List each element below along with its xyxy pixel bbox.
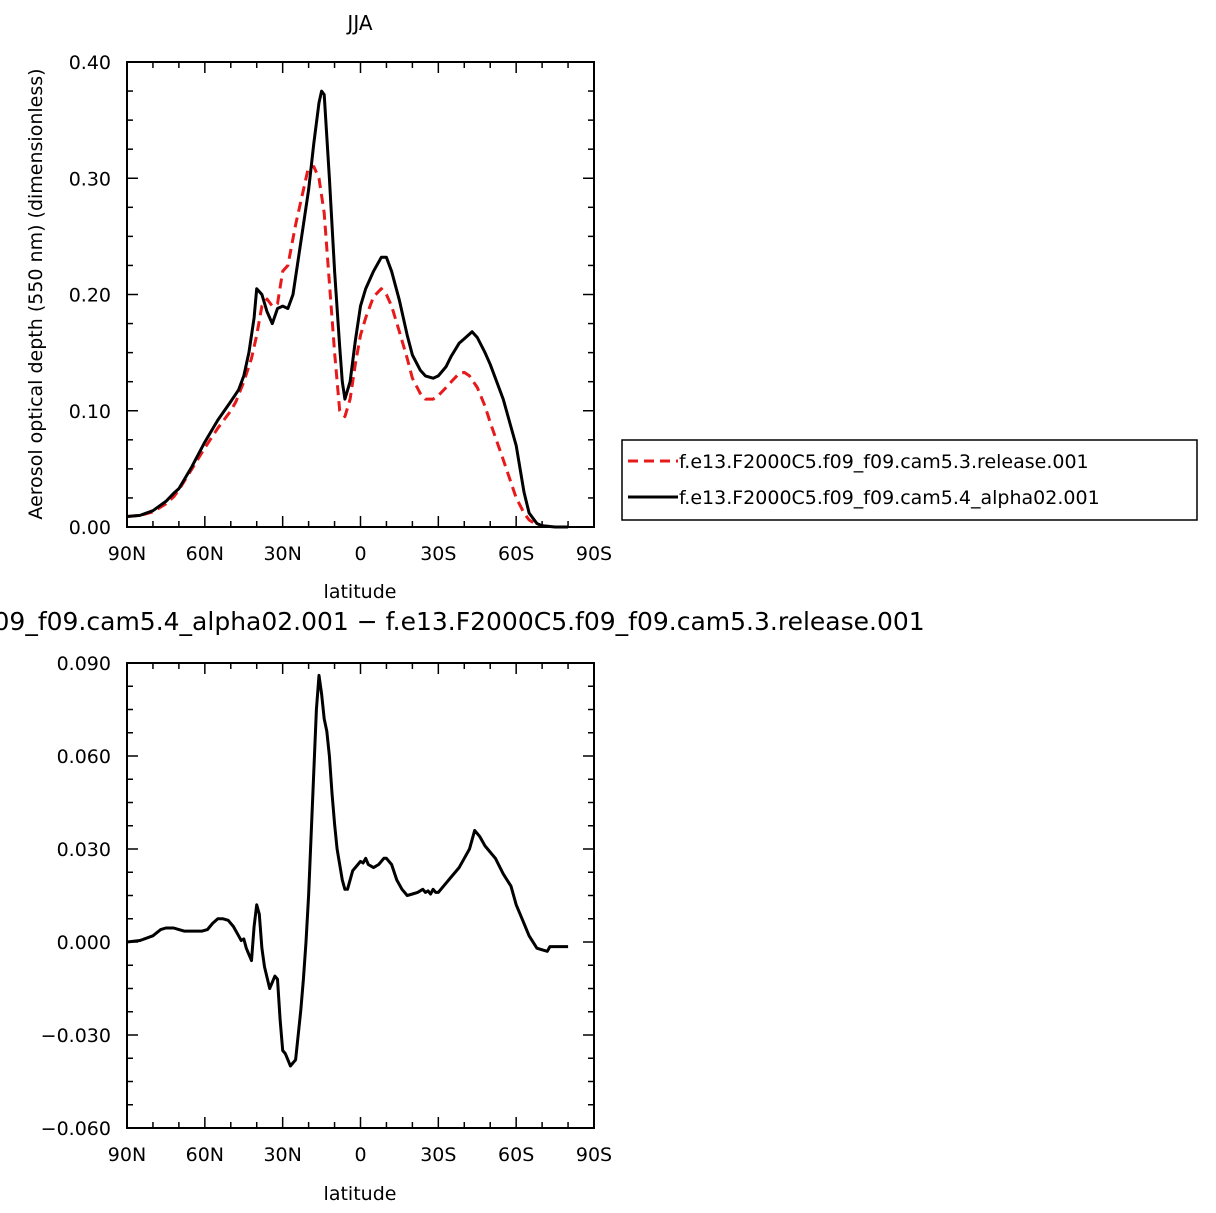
legend-box <box>621 439 1198 521</box>
bottom-plot-area <box>126 673 569 1068</box>
y-tick-label: −0.030 <box>41 1025 111 1047</box>
y-tick-label: 0.030 <box>57 839 111 861</box>
top-x-ticks: 90N 60N 30N 0 30S 60S 90S <box>108 62 612 565</box>
x-tick-label: 90S <box>576 543 612 565</box>
x-tick-label: 60N <box>186 1144 224 1166</box>
legend-label-release: f.e13.F2000C5.f09_f09.cam5.3.release.001 <box>679 451 1089 473</box>
top-series-line-1 <box>126 89 569 529</box>
bottom-panel: f.e13.F2000C5.f09_f09.cam5.4_alpha02.001… <box>0 607 925 1205</box>
x-tick-label: 60N <box>186 543 224 565</box>
x-tick-label: 60S <box>498 1144 534 1166</box>
top-title: JJA <box>345 11 372 35</box>
y-tick-label: 0.000 <box>57 932 111 954</box>
legend: f.e13.F2000C5.f09_f09.cam5.3.release.001… <box>621 439 1198 521</box>
y-tick-label: 0.10 <box>69 401 111 423</box>
y-tick-label: 0.090 <box>57 653 111 675</box>
y-tick-label: 0.20 <box>69 285 111 307</box>
x-tick-label: 30S <box>420 1144 456 1166</box>
y-tick-label: 0.060 <box>57 746 111 768</box>
x-tick-label: 90S <box>576 1144 612 1166</box>
bottom-x-ticks: 90N 60N 30N 0 30S 60S 90S <box>108 663 612 1166</box>
x-tick-label: 0 <box>354 543 366 565</box>
x-tick-label: 90N <box>108 543 146 565</box>
top-panel: JJA 90N 60N 30N 0 30S 60S 90S 0.00 0.10 0.20 0.30… <box>25 11 612 603</box>
top-y-axis-label: Aerosol optical depth (550 nm) (dimensio… <box>25 68 47 519</box>
x-tick-label: 60S <box>498 543 534 565</box>
top-plot-area <box>126 89 569 529</box>
bottom-title: f.e13.F2000C5.f09_f09.cam5.4_alpha02.001… <box>0 607 925 636</box>
x-tick-label: 0 <box>354 1144 366 1166</box>
bot-series-line-0 <box>126 673 569 1068</box>
x-tick-label: 90N <box>108 1144 146 1166</box>
y-tick-label: 0.40 <box>69 52 111 74</box>
bottom-x-axis-label: latitude <box>324 1183 397 1205</box>
y-tick-label: 0.00 <box>69 517 111 539</box>
legend-label-alpha: f.e13.F2000C5.f09_f09.cam5.4_alpha02.001 <box>679 487 1100 509</box>
x-tick-label: 30S <box>420 543 456 565</box>
y-tick-label: −0.060 <box>41 1118 111 1140</box>
y-tick-label: 0.30 <box>69 168 111 190</box>
top-x-axis-label: latitude <box>324 581 397 603</box>
x-tick-label: 30N <box>263 1144 301 1166</box>
top-series-line-0 <box>126 165 569 529</box>
bottom-y-ticks: −0.060 −0.030 0.000 0.030 0.060 0.090 <box>41 653 594 1140</box>
bottom-plot-frame <box>126 662 595 1129</box>
x-tick-label: 30N <box>263 543 301 565</box>
top-y-ticks: 0.00 0.10 0.20 0.30 0.40 <box>69 52 594 539</box>
